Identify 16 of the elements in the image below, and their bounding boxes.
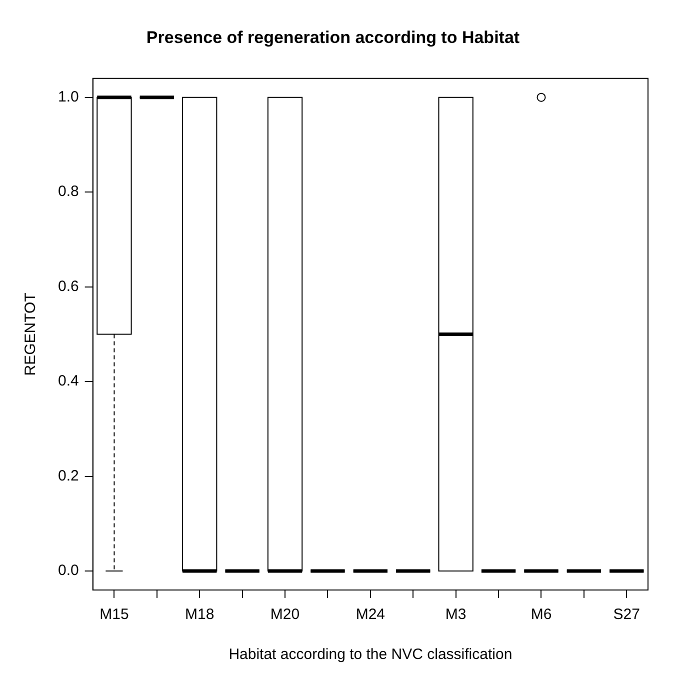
x-axis-title: Habitat according to the NVC classification [228, 646, 512, 664]
x-tick-label: M3 [445, 606, 466, 624]
x-tick-label: M15 [100, 606, 129, 624]
x-tick-label: M24 [356, 606, 386, 624]
x-tick-label: M18 [185, 606, 214, 624]
x-tick-label: M6 [530, 606, 552, 624]
y-tick-label: 1.0 [58, 88, 79, 106]
chart-title: Presence of regeneration according to Habitat [146, 28, 520, 47]
y-tick-label: 0.8 [58, 183, 79, 200]
y-tick-label: 0.0 [58, 562, 79, 580]
x-tick-label: S27 [613, 606, 640, 624]
y-axis-title: REGENTOT [22, 292, 40, 376]
y-tick-label: 0.6 [58, 278, 79, 295]
x-tick-label: M20 [270, 606, 300, 624]
y-tick-label: 0.4 [58, 372, 79, 390]
y-tick-label: 0.2 [58, 467, 79, 484]
